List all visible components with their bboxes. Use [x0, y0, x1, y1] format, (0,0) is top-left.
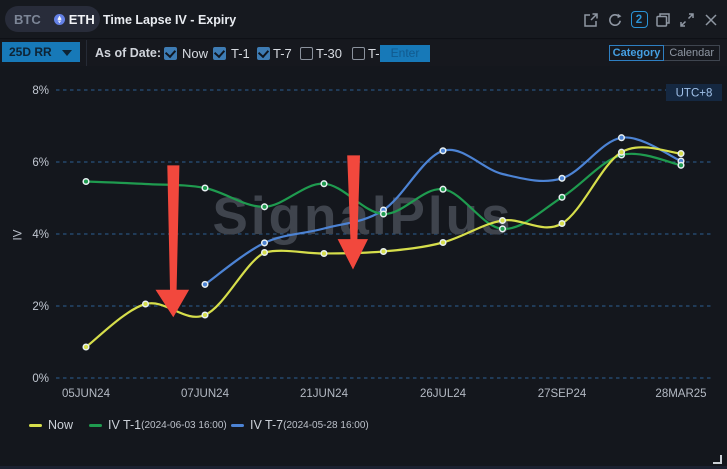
svg-text:6%: 6%	[32, 157, 49, 169]
svg-text:2%: 2%	[32, 301, 49, 313]
svg-text:0%: 0%	[32, 373, 49, 385]
svg-text:05JUN24: 05JUN24	[62, 388, 111, 400]
svg-text:8%: 8%	[32, 85, 49, 97]
svg-text:26JUL24: 26JUL24	[420, 388, 467, 400]
svg-text:28MAR25: 28MAR25	[655, 388, 706, 400]
svg-text:4%: 4%	[32, 229, 49, 241]
svg-text:IV: IV	[13, 229, 25, 240]
svg-text:UTC+8: UTC+8	[676, 88, 713, 100]
svg-text:07JUN24: 07JUN24	[181, 388, 230, 400]
svg-text:SignalPlus: SignalPlus	[213, 187, 514, 246]
svg-text:27SEP24: 27SEP24	[538, 388, 587, 400]
svg-text:21JUN24: 21JUN24	[300, 388, 349, 400]
